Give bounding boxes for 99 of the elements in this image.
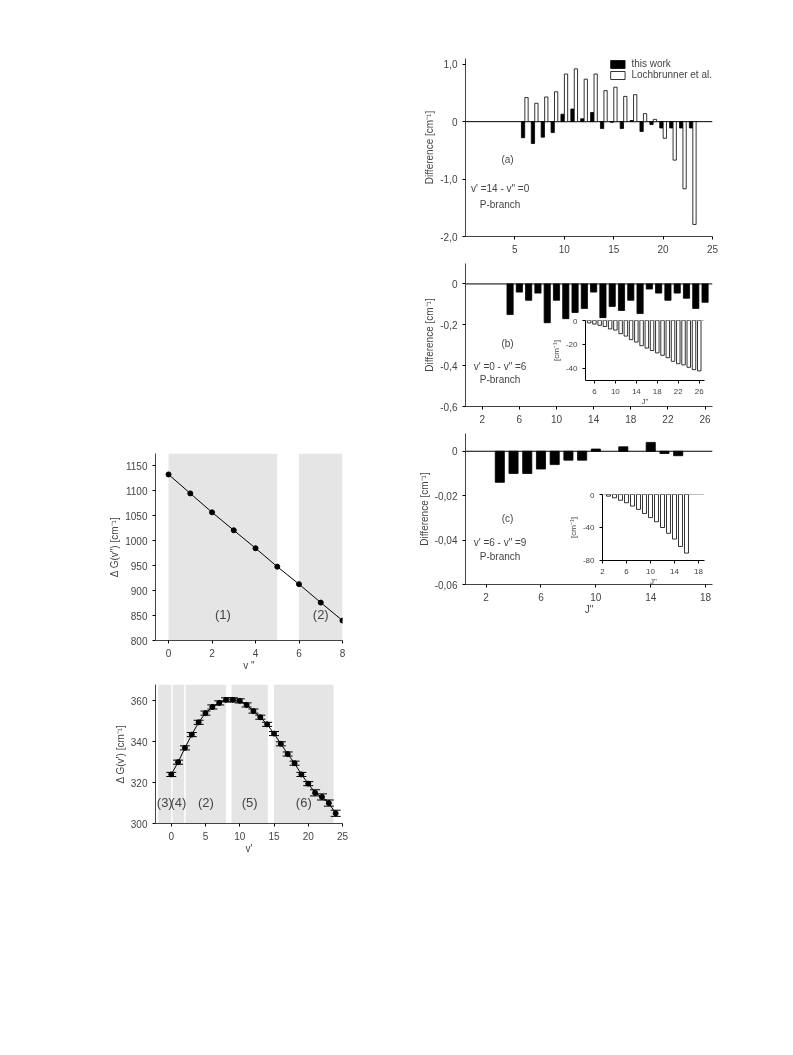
x-tick-label: 20 <box>302 830 315 842</box>
y-tick-label: -80 <box>582 556 596 565</box>
y-tick-label: 320 <box>130 777 148 789</box>
y-axis-title: Difference [cm⁻¹] <box>424 110 436 185</box>
y-tick-label: 0 <box>451 116 458 128</box>
x-tick-label: 10 <box>610 386 621 396</box>
y-tick-label: 340 <box>130 736 148 748</box>
x-tick-label: 14 <box>670 566 680 576</box>
x-tick-label: 14 <box>631 386 642 396</box>
x-tick-label: 8 <box>339 647 346 659</box>
annotation: (c) <box>501 513 514 525</box>
y-tick-label: 850 <box>130 610 148 622</box>
band-label: (2) <box>312 606 329 622</box>
band-label: (4) <box>170 794 187 810</box>
x-axis-title: v " <box>243 659 256 671</box>
y-tick-label: -40 <box>565 364 579 373</box>
y-tick-label: 900 <box>130 585 148 597</box>
x-tick-label: 26 <box>694 386 705 396</box>
y-axis-title: Δ G(v") [cm⁻¹] <box>109 517 121 578</box>
y-tick-label: 950 <box>130 560 148 572</box>
y-tick-label: 0 <box>451 446 458 458</box>
x-axis-title: J" <box>650 576 658 586</box>
x-tick-label: 4 <box>252 647 259 659</box>
y-axis-title: [cm⁻¹] <box>568 517 578 538</box>
x-tick-label: 6 <box>538 591 545 603</box>
x-tick-label: 6 <box>516 413 523 425</box>
x-tick-label: 10 <box>558 243 571 255</box>
y-axis-title: Difference [cm⁻¹] <box>418 472 430 546</box>
annotation: P-branch <box>479 198 521 210</box>
x-tick-label: 6 <box>296 647 303 659</box>
x-tick-label: 22 <box>662 413 674 425</box>
x-tick-label: 18 <box>700 591 712 603</box>
annotation: P-branch <box>479 374 521 386</box>
annotation: P-branch <box>479 550 521 562</box>
y-tick-label: 800 <box>130 635 148 647</box>
y-tick-label: -0,04 <box>434 535 458 547</box>
x-tick-label: 22 <box>673 386 684 396</box>
x-tick-label: 10 <box>234 830 246 842</box>
y-tick-label: -2,0 <box>440 231 458 243</box>
x-tick-label: 6 <box>592 386 598 396</box>
annotation: (a) <box>501 154 514 166</box>
y-axis-title: [cm⁻¹] <box>551 340 561 361</box>
legend-label: this work <box>631 58 671 69</box>
x-tick-label: 10 <box>550 413 563 425</box>
y-tick-label: -40 <box>582 523 596 532</box>
y-tick-label: 300 <box>130 818 148 830</box>
y-tick-label: -1,0 <box>440 174 458 186</box>
x-tick-label: 15 <box>268 830 280 842</box>
x-tick-label: 14 <box>588 413 600 425</box>
y-axis-title: Δ G(v') [cm⁻¹] <box>114 724 126 784</box>
x-axis-title: J" <box>584 603 594 615</box>
x-tick-label: 20 <box>657 243 670 255</box>
y-tick-label: -20 <box>565 340 579 349</box>
y-axis-title: Difference [cm⁻¹] <box>424 298 436 372</box>
x-tick-label: 0 <box>165 647 172 659</box>
y-tick-label: -0,06 <box>434 579 458 591</box>
y-tick-label: -0,2 <box>440 319 458 331</box>
y-tick-label: 0 <box>573 316 579 326</box>
x-tick-label: 2 <box>479 413 486 425</box>
y-tick-label: 1050 <box>125 510 148 522</box>
y-tick-label: -0,6 <box>440 401 458 413</box>
band-label: (6) <box>295 794 312 810</box>
y-tick-label: 0 <box>590 490 596 500</box>
band-label: (5) <box>241 794 258 810</box>
x-tick-label: 18 <box>652 386 663 396</box>
x-tick-label: 18 <box>625 413 637 425</box>
annotation: v' =0 - v" =6 <box>473 361 527 373</box>
y-tick-label: 1000 <box>125 535 148 547</box>
x-tick-label: 10 <box>646 566 656 576</box>
y-tick-label: 0 <box>451 278 458 290</box>
x-tick-label: 5 <box>202 830 209 842</box>
y-tick-label: -0,4 <box>440 360 458 372</box>
band-label: (2) <box>197 794 214 810</box>
x-tick-label: 25 <box>706 243 719 255</box>
x-tick-label: 25 <box>336 830 349 842</box>
x-tick-label: 2 <box>600 566 606 576</box>
x-tick-label: 0 <box>168 830 175 842</box>
annotation: v' =6 - v" =9 <box>473 537 527 549</box>
band-label: (3) <box>156 794 173 810</box>
x-tick-label: 26 <box>699 413 712 425</box>
legend-label: Lochbrunner et al. <box>631 69 712 80</box>
y-tick-label: 1150 <box>126 460 148 472</box>
y-tick-label: 1100 <box>126 485 148 497</box>
x-tick-label: 2 <box>483 591 490 603</box>
y-tick-label: 1,0 <box>443 59 458 71</box>
y-tick-label: 360 <box>130 695 148 707</box>
x-tick-label: 6 <box>624 566 630 576</box>
annotation: v' =14 - v" =0 <box>470 182 530 194</box>
x-tick-label: 2 <box>209 647 216 659</box>
x-tick-label: 5 <box>512 243 519 255</box>
x-tick-label: 10 <box>590 591 602 603</box>
annotation: (b) <box>501 338 514 350</box>
x-tick-label: 14 <box>645 591 657 603</box>
x-tick-label: 18 <box>694 566 704 576</box>
x-axis-title: J" <box>641 396 649 406</box>
x-axis-title: v' <box>245 842 253 854</box>
band-label: (1) <box>214 606 231 622</box>
y-tick-label: -0,02 <box>434 490 458 502</box>
x-tick-label: 15 <box>608 243 620 255</box>
